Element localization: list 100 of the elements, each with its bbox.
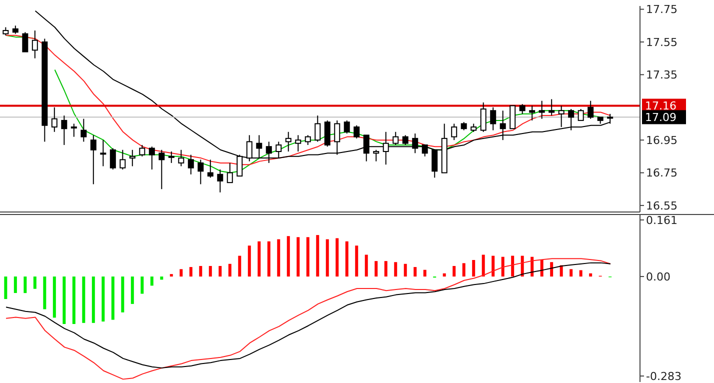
bar — [570, 269, 573, 277]
y-tick-label: -0.283 — [646, 370, 682, 383]
bar — [248, 246, 251, 277]
candlestick — [402, 134, 408, 146]
bar — [550, 262, 554, 277]
bar — [326, 239, 329, 277]
bar — [14, 276, 17, 294]
candlestick — [519, 104, 526, 114]
bar — [355, 246, 358, 277]
candlestick — [529, 105, 536, 121]
bar — [267, 241, 270, 277]
y-tick-label: 16.75 — [646, 166, 678, 180]
bar — [404, 264, 407, 277]
candlestick — [168, 151, 174, 164]
bar — [336, 238, 339, 277]
bar — [111, 276, 114, 320]
y-tick-label: 16.55 — [646, 199, 678, 212]
bar — [374, 261, 378, 277]
bar — [316, 235, 320, 277]
candlestick — [217, 168, 224, 193]
candlestick — [198, 159, 204, 185]
candlestick — [90, 134, 96, 185]
candlestick — [178, 149, 184, 167]
bar — [414, 267, 417, 277]
candlestick — [558, 105, 564, 128]
candlestick — [22, 32, 28, 52]
bar — [540, 260, 544, 277]
bar — [33, 276, 36, 289]
bar — [452, 266, 456, 277]
candlestick — [354, 124, 360, 139]
y-tick-label: 0.161 — [646, 214, 678, 227]
bar — [345, 241, 348, 277]
y-tick-label: 0.00 — [646, 270, 670, 284]
bar — [482, 254, 485, 277]
bar — [394, 262, 398, 277]
bar — [442, 273, 446, 277]
candlestick — [451, 123, 458, 141]
bar — [189, 267, 192, 277]
bar — [24, 276, 27, 294]
bar — [492, 256, 495, 277]
candlestick — [392, 131, 399, 146]
candlestick — [314, 115, 321, 142]
candlestick — [148, 146, 155, 170]
candlestick — [61, 115, 68, 146]
bar — [52, 276, 56, 318]
candlestick — [120, 149, 126, 170]
candlestick — [129, 149, 136, 167]
ref-line-label: 17.16 — [645, 100, 676, 113]
bar — [43, 276, 46, 310]
bar — [579, 270, 582, 277]
candlestick — [139, 144, 146, 157]
bar — [462, 263, 466, 277]
candlestick — [578, 108, 584, 121]
candlestick — [226, 162, 233, 184]
bar — [4, 276, 8, 300]
candlestick — [207, 159, 214, 178]
candlestick — [304, 134, 311, 146]
candlestick — [334, 120, 340, 156]
bar — [384, 261, 388, 277]
candlestick — [70, 123, 77, 138]
bar — [208, 266, 212, 277]
bar — [160, 276, 164, 280]
candlestick — [158, 149, 165, 190]
candlestick — [344, 120, 350, 134]
bar — [258, 241, 261, 277]
candlestick — [480, 102, 486, 132]
bar — [121, 276, 124, 312]
bar — [238, 256, 242, 277]
bar — [296, 237, 300, 277]
candlestick — [373, 149, 380, 162]
candlestick — [588, 100, 594, 120]
candlestick — [548, 98, 555, 116]
bar — [277, 239, 280, 277]
bar — [150, 276, 154, 286]
candlestick — [412, 133, 418, 154]
bar — [170, 274, 173, 277]
candlestick — [324, 120, 330, 148]
bar — [472, 260, 476, 277]
bar — [102, 276, 105, 322]
bar — [364, 254, 368, 277]
bar — [286, 236, 290, 277]
bar — [130, 276, 134, 304]
bar — [72, 276, 76, 324]
ref-line-label: 17.09 — [645, 111, 676, 124]
bar — [589, 273, 592, 277]
bar — [423, 270, 426, 277]
candlestick — [538, 100, 545, 120]
candlestick — [490, 106, 496, 131]
candlestick — [100, 140, 106, 167]
bar — [62, 276, 66, 324]
candlestick — [110, 148, 116, 170]
bar — [218, 266, 222, 277]
y-tick-label: 17.75 — [646, 3, 678, 16]
bar — [140, 276, 144, 294]
candlestick — [285, 131, 292, 152]
y-tick-label: 17.55 — [646, 36, 678, 49]
bar — [511, 256, 514, 277]
candlestick — [80, 118, 87, 142]
y-tick-label: 17.35 — [646, 68, 678, 82]
candlestick — [32, 30, 38, 59]
